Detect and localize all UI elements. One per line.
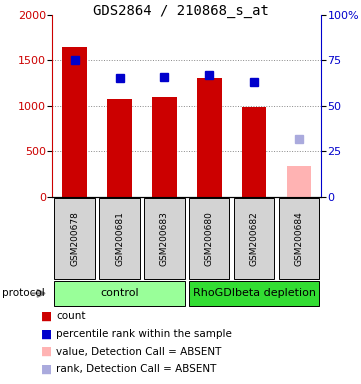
Bar: [197, 78, 222, 197]
Text: ■: ■: [42, 363, 52, 376]
Text: value, Detection Call = ABSENT: value, Detection Call = ABSENT: [56, 347, 221, 357]
Bar: [144, 198, 185, 279]
Text: GSM200678: GSM200678: [70, 211, 79, 266]
Text: GSM200683: GSM200683: [160, 211, 169, 266]
Text: rank, Detection Call = ABSENT: rank, Detection Call = ABSENT: [56, 364, 216, 374]
Bar: [189, 198, 230, 279]
Text: GSM200684: GSM200684: [294, 211, 303, 266]
Text: RhoGDIbeta depletion: RhoGDIbeta depletion: [192, 288, 316, 298]
Bar: [242, 107, 266, 197]
Text: ■: ■: [42, 310, 52, 323]
Bar: [62, 46, 87, 197]
Text: percentile rank within the sample: percentile rank within the sample: [56, 329, 232, 339]
Text: GDS2864 / 210868_s_at: GDS2864 / 210868_s_at: [92, 4, 269, 18]
Bar: [99, 198, 140, 279]
Bar: [234, 198, 274, 279]
Bar: [55, 198, 95, 279]
Bar: [287, 166, 311, 197]
Text: GSM200681: GSM200681: [115, 211, 124, 266]
Bar: [107, 99, 132, 197]
Bar: [55, 281, 185, 306]
Text: ■: ■: [42, 327, 52, 340]
Bar: [279, 198, 319, 279]
Bar: [152, 97, 177, 197]
Text: GSM200682: GSM200682: [249, 211, 258, 266]
Bar: [189, 281, 319, 306]
Text: GSM200680: GSM200680: [205, 211, 214, 266]
Text: protocol: protocol: [2, 288, 44, 298]
Text: control: control: [100, 288, 139, 298]
Text: count: count: [56, 311, 86, 321]
Text: ■: ■: [42, 345, 52, 358]
